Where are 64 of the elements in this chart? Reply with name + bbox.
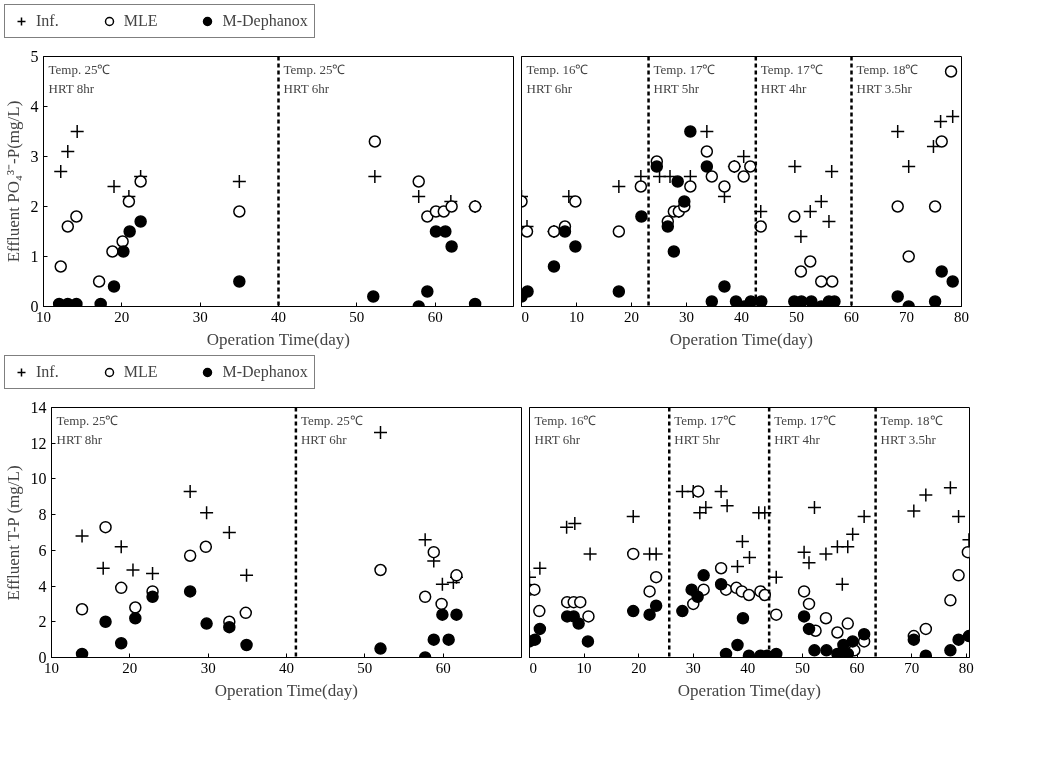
y-tick-label: 12	[30, 434, 47, 452]
legend-label: MLE	[123, 12, 158, 30]
annotation: Temp. 25℃ HRT 6hr	[300, 412, 363, 447]
y-tick-label: 2	[30, 198, 39, 215]
x-tick-label: 20	[624, 308, 639, 325]
annotation: Temp. 25℃ HRT 8hr	[56, 412, 119, 447]
y-tick-label: 6	[38, 541, 47, 559]
x-tick-label: 40	[279, 659, 294, 676]
y-tick-label: 3	[30, 148, 39, 165]
x-tick-label: 80	[954, 308, 969, 325]
legend-label: Inf.	[36, 363, 59, 381]
x-tick-label: 30	[192, 308, 208, 325]
y-tick-label: 1	[30, 248, 39, 265]
x-tick-label: 0	[521, 308, 529, 325]
annotation: Temp. 16℃ HRT 6hr	[526, 61, 589, 96]
x-tick-label: 30	[200, 659, 216, 676]
annotation: Temp. 18℃ HRT 3.5hr	[880, 412, 943, 447]
x-tick-label: 60	[844, 308, 859, 325]
x-axis-title: Operation Time(day)	[677, 680, 821, 700]
x-tick-label: 70	[904, 659, 920, 676]
x-tick-label: 30	[685, 659, 701, 676]
legend-label: M-Dephanox	[222, 12, 308, 30]
y-axis-title: Effluent PO₄³⁻-P(mg/L)	[3, 100, 23, 263]
annotation: Temp. 17℃ HRT 5hr	[674, 412, 737, 447]
y-tick-label: 10	[30, 470, 47, 488]
x-axis-title: Operation Time(day)	[206, 329, 350, 349]
x-tick-label: 20	[631, 659, 647, 676]
annotation: Temp. 17℃ HRT 4hr	[774, 412, 837, 447]
annotation: Temp. 16℃ HRT 6hr	[534, 412, 597, 447]
y-tick-label: 4	[30, 98, 39, 115]
x-tick-label: 30	[679, 308, 694, 325]
y-axis-title: Effluent T-P (mg/L)	[3, 465, 23, 601]
x-tick-label: 40	[271, 308, 286, 325]
y-tick-label: 5	[30, 48, 39, 65]
x-tick-label: 10	[569, 308, 584, 325]
x-tick-label: 60	[427, 308, 443, 325]
y-tick-label: 8	[38, 506, 47, 524]
y-tick-label: 14	[30, 399, 47, 416]
x-axis-title: Operation Time(day)	[214, 680, 358, 700]
x-tick-label: 80	[958, 659, 974, 676]
annotation: Temp. 25℃ HRT 6hr	[283, 61, 346, 96]
x-tick-label: 50	[357, 659, 373, 676]
x-tick-label: 20	[114, 308, 130, 325]
y-tick-label: 2	[38, 613, 47, 631]
x-tick-label: 10	[576, 659, 592, 676]
x-tick-label: 40	[734, 308, 749, 325]
x-tick-label: 50	[794, 659, 810, 676]
x-tick-label: 70	[899, 308, 914, 325]
x-axis-title: Operation Time(day)	[669, 329, 813, 349]
legend-label: MLE	[123, 363, 158, 381]
x-tick-label: 50	[349, 308, 365, 325]
x-tick-label: 0	[529, 659, 537, 676]
legend-label: Inf.	[36, 12, 59, 30]
x-tick-label: 60	[435, 659, 451, 676]
y-tick-label: 4	[38, 577, 47, 595]
annotation: Temp. 17℃ HRT 5hr	[653, 61, 716, 96]
x-tick-label: 50	[789, 308, 804, 325]
annotation: Temp. 18℃ HRT 3.5hr	[856, 61, 919, 96]
x-tick-label: 60	[849, 659, 865, 676]
annotation: Temp. 17℃ HRT 4hr	[760, 61, 823, 96]
x-tick-label: 20	[122, 659, 138, 676]
annotation: Temp. 25℃ HRT 8hr	[48, 61, 111, 96]
legend-label: M-Dephanox	[222, 363, 308, 381]
x-tick-label: 40	[740, 659, 756, 676]
